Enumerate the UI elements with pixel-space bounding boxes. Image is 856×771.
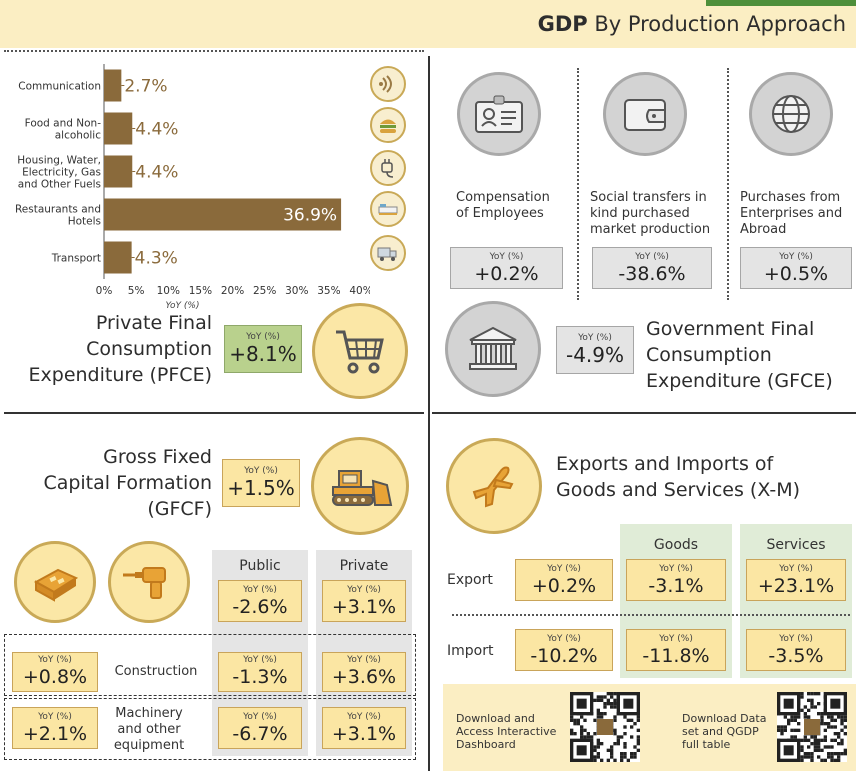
id-card-icon	[457, 72, 541, 156]
machinery-private: YoY (%) +3.1%	[322, 707, 406, 749]
x-tick-label: 30%	[285, 285, 308, 297]
gfce-item-label: Purchases from Enterprises and Abroad	[740, 190, 843, 237]
truck-icon	[370, 235, 406, 271]
category-label: Housing, Water,	[17, 155, 101, 167]
hotel-bed-icon	[370, 191, 406, 227]
row-label-export: Export	[447, 572, 493, 588]
airplane-icon	[446, 438, 542, 534]
divider	[452, 614, 850, 616]
row-label-construction: Construction	[114, 664, 198, 679]
data-label: 4.4%	[135, 163, 178, 183]
machinery-total: YoY (%) +2.1%	[12, 707, 98, 749]
divider	[727, 68, 729, 300]
brick-icon	[14, 541, 96, 623]
category-label: Transport	[51, 253, 101, 265]
x-tick-label: 5%	[128, 285, 145, 297]
machinery-public: YoY (%) -6.7%	[218, 707, 302, 749]
burger-icon	[370, 107, 406, 143]
construction-public: YoY (%) -1.3%	[218, 652, 302, 692]
divider	[577, 68, 579, 300]
category-label: Hotels	[68, 216, 101, 228]
gfcf-public-total: YoY (%) -2.6%	[218, 580, 302, 622]
import-services: YoY (%) -3.5%	[746, 629, 846, 671]
category-label: alcoholic	[55, 130, 101, 142]
export-goods: YoY (%) -3.1%	[626, 559, 726, 601]
drill-icon	[108, 541, 190, 623]
bar	[104, 198, 342, 231]
gfcf-yoy-box: YoY (%) +1.5%	[222, 459, 300, 507]
col-header-goods: Goods	[653, 537, 699, 553]
x-tick-label: 0%	[96, 285, 113, 297]
divider	[428, 56, 430, 412]
gfce-item-yoy-box: YoY (%) +0.5%	[740, 247, 852, 289]
x-tick-label: 35%	[317, 285, 340, 297]
pfce-title: Private Final Consumption Expenditure (PFC…	[28, 312, 212, 386]
gfce-title: Government Final Consumption Expenditure (…	[646, 318, 833, 392]
category-label: Food and Non-	[25, 118, 102, 130]
data-label: 36.9%	[283, 206, 337, 226]
bar-chart: Communication 2.7% Food and Non-alcoholic 4…	[15, 64, 370, 311]
header-banner	[0, 0, 856, 48]
x-tick-label: 25%	[253, 285, 276, 297]
gfce-item-label: Compensation of Employees	[456, 190, 550, 221]
table-row	[4, 698, 416, 760]
export-services: YoY (%) +23.1%	[746, 559, 846, 601]
globe-icon	[749, 72, 833, 156]
construction-total: YoY (%) +0.8%	[12, 652, 98, 692]
category-label: Restaurants and	[15, 204, 101, 216]
download-dataset-text[interactable]: Download Data set and QGDP full table	[682, 712, 767, 751]
bar	[104, 155, 133, 188]
table-row	[4, 634, 416, 696]
x-tick-label: 15%	[189, 285, 212, 297]
divider	[428, 412, 430, 771]
row-label-machinery: Machinery and other equipment	[113, 706, 185, 753]
header-accent-bar	[706, 0, 856, 6]
qr-code-dashboard[interactable]	[570, 692, 640, 762]
data-label: 2.7%	[124, 77, 167, 97]
qr-code-dataset[interactable]	[777, 692, 847, 762]
gfcf-title: Gross Fixed Capital Formation (GFCF)	[43, 446, 212, 520]
x-tick-label: 40%	[349, 285, 370, 297]
plug-icon	[370, 150, 406, 186]
shopping-cart-icon	[312, 303, 408, 399]
category-label: and Other Fuels	[18, 179, 101, 191]
bulldozer-icon	[311, 437, 409, 535]
col-header-public: Public	[239, 558, 281, 574]
construction-private: YoY (%) +3.6%	[322, 652, 406, 692]
gfce-yoy-box: YoY (%) -4.9%	[556, 326, 634, 374]
bar	[104, 69, 122, 102]
col-header-services: Services	[766, 537, 826, 553]
row-label-import: Import	[447, 643, 494, 659]
bar	[104, 112, 133, 145]
page-title: GDP By Production Approach	[537, 12, 846, 36]
data-label: 4.4%	[135, 120, 178, 140]
wallet-icon	[603, 72, 687, 156]
divider	[432, 412, 856, 414]
export-total: YoY (%) +0.2%	[515, 559, 613, 601]
divider	[4, 412, 424, 414]
bar	[104, 241, 132, 274]
gfcf-private-total: YoY (%) +3.1%	[322, 580, 406, 622]
government-building-icon	[445, 301, 541, 397]
divider	[4, 50, 424, 52]
import-total: YoY (%) -10.2%	[515, 629, 613, 671]
col-header-private: Private	[339, 558, 389, 574]
data-label: 4.3%	[135, 249, 178, 269]
x-tick-label: 20%	[221, 285, 244, 297]
wifi-icon	[370, 66, 406, 102]
x-tick-label: 10%	[157, 285, 180, 297]
pfce-yoy-box: YoY (%) +8.1%	[224, 325, 302, 373]
download-dashboard-text[interactable]: Download and Access Interactive Dashboard	[456, 712, 557, 751]
import-goods: YoY (%) -11.8%	[626, 629, 726, 671]
gfce-item-label: Social transfers in kind purchased market …	[590, 190, 711, 237]
gfce-item-yoy-box: YoY (%) -38.6%	[592, 247, 712, 289]
x-axis-label: YoY (%)	[166, 301, 200, 311]
gfce-item-yoy-box: YoY (%) +0.2%	[450, 247, 563, 289]
category-label: Communication	[18, 81, 101, 93]
xm-title: Exports and Imports of Goods and Services…	[556, 453, 801, 501]
category-label: Electricity, Gas	[22, 167, 101, 179]
